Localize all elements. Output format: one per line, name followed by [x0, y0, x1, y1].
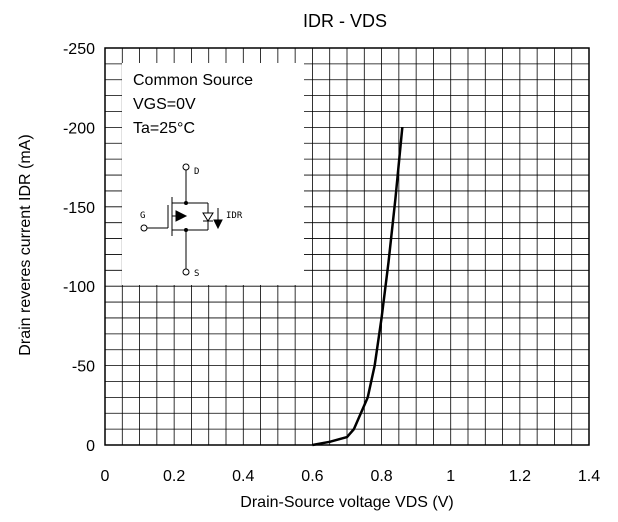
drain-label: D — [194, 167, 199, 177]
annotation-line-2: VGS=0V — [133, 96, 196, 113]
x-axis-label: Drain-Source voltage VDS (V) — [240, 494, 453, 511]
y-tick-label: -50 — [72, 359, 95, 376]
x-tick-label: 0.2 — [163, 468, 185, 485]
plot-area-border — [104, 47, 590, 446]
x-tick-label: 0 — [101, 468, 110, 485]
y-tick-label: -150 — [63, 200, 95, 217]
y-tick-label: 0 — [86, 438, 95, 455]
current-label: IDR — [226, 211, 243, 221]
y-tick-labels: 0 -50 -100 -150 -200 -250 — [63, 41, 95, 455]
gate-label: G — [140, 211, 145, 221]
y-tick-label: -250 — [63, 41, 95, 58]
annotation-line-3: Ta=25°C — [133, 120, 195, 137]
chart-title: IDR - VDS — [303, 11, 387, 31]
series-line — [312, 127, 404, 447]
x-tick-label: 0.8 — [370, 468, 392, 485]
x-tick-labels: 0 0.2 0.4 0.6 0.8 1 1.2 1.4 — [101, 468, 601, 485]
annotation-line-1: Common Source — [133, 72, 253, 89]
annotation-box — [122, 63, 304, 285]
mosfet-schematic — [140, 163, 223, 276]
y-tick-label: -100 — [63, 279, 95, 296]
x-tick-label: 1 — [446, 468, 455, 485]
source-junction-dot — [184, 228, 188, 232]
x-tick-label: 1.4 — [578, 468, 600, 485]
x-tick-label: 0.4 — [232, 468, 254, 485]
source-label: S — [194, 269, 199, 279]
series-group — [312, 127, 404, 447]
y-tick-label: -200 — [63, 120, 95, 137]
y-axis-label: Drain reveres current IDR (mA) — [17, 134, 34, 355]
drain-junction-dot — [184, 201, 188, 205]
x-tick-label: 1.2 — [509, 468, 531, 485]
x-tick-label: 0.6 — [301, 468, 323, 485]
